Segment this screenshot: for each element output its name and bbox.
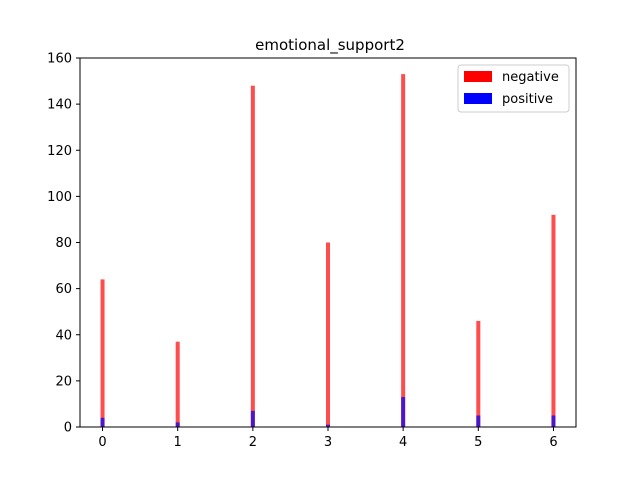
bar-negative-2 bbox=[250, 85, 255, 428]
bar-positive-1 bbox=[175, 422, 180, 427]
bar-negative-3 bbox=[326, 242, 330, 427]
bar-positive-0 bbox=[100, 417, 105, 427]
x-tick-label: 4 bbox=[399, 435, 407, 450]
bar-positive-2 bbox=[250, 410, 255, 427]
bar-negative-1 bbox=[175, 341, 180, 427]
legend-label-positive: positive bbox=[502, 92, 553, 107]
y-tick-label: 160 bbox=[47, 52, 72, 67]
y-tick-label: 20 bbox=[55, 374, 72, 389]
chart-title: emotional_support2 bbox=[255, 36, 405, 55]
y-tick-label: 120 bbox=[47, 144, 72, 159]
legend-swatch-negative bbox=[464, 71, 492, 82]
x-tick-label: 6 bbox=[549, 435, 557, 450]
x-tick-label: 0 bbox=[98, 435, 106, 450]
legend-label-negative: negative bbox=[502, 70, 559, 85]
bar-negative-6 bbox=[551, 214, 556, 427]
x-tick-label: 1 bbox=[174, 435, 182, 450]
bar-negative-4 bbox=[401, 74, 406, 428]
y-tick-label: 40 bbox=[55, 328, 72, 343]
y-tick-label: 80 bbox=[55, 236, 72, 251]
x-tick-label: 3 bbox=[324, 435, 332, 450]
y-tick-label: 100 bbox=[47, 190, 72, 205]
bar-negative-0 bbox=[100, 279, 105, 427]
bar-positive-4 bbox=[401, 397, 406, 427]
y-tick-label: 0 bbox=[64, 421, 72, 436]
x-tick-label: 2 bbox=[249, 435, 257, 450]
legend-swatch-positive bbox=[464, 93, 492, 104]
bar-positive-5 bbox=[476, 415, 481, 427]
legend: negative positive bbox=[457, 64, 570, 113]
bar-positive-3 bbox=[326, 424, 330, 427]
bar-negative-5 bbox=[476, 320, 481, 427]
bars-layer bbox=[100, 74, 556, 428]
y-tick-label: 140 bbox=[47, 98, 72, 113]
y-tick-label: 60 bbox=[55, 282, 72, 297]
x-tick-label: 5 bbox=[474, 435, 482, 450]
bar-positive-6 bbox=[551, 415, 556, 427]
